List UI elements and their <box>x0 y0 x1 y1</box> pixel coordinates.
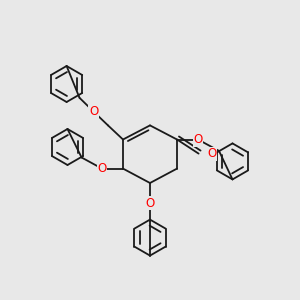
Text: O: O <box>194 133 202 146</box>
Text: O: O <box>89 105 98 118</box>
Text: O: O <box>98 162 106 175</box>
Text: O: O <box>207 147 216 160</box>
Text: O: O <box>146 197 154 210</box>
